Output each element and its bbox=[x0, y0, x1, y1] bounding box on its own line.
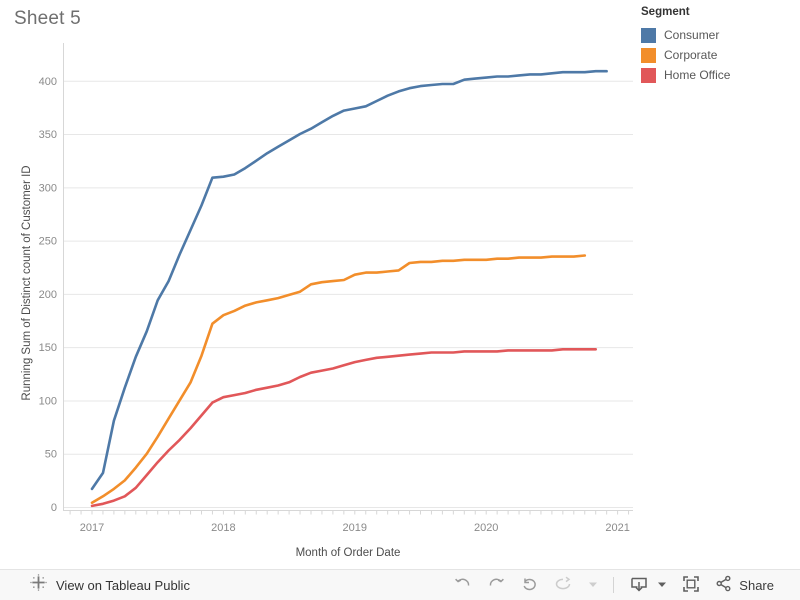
refresh-icon bbox=[553, 576, 573, 595]
y-tick-label: 150 bbox=[39, 342, 57, 354]
x-tick-label: 2019 bbox=[343, 522, 367, 534]
y-tick-label: 250 bbox=[39, 236, 57, 248]
fullscreen-icon bbox=[682, 575, 700, 596]
download-button[interactable] bbox=[629, 575, 649, 596]
view-on-tableau-public-label: View on Tableau Public bbox=[56, 577, 190, 593]
legend-item-corporate[interactable]: Corporate bbox=[641, 45, 791, 65]
y-tick-label: 400 bbox=[39, 76, 57, 88]
share-icon bbox=[715, 575, 732, 595]
sheet-title: Sheet 5 bbox=[14, 8, 81, 29]
refresh-dropdown-button[interactable] bbox=[588, 576, 598, 595]
redo-button[interactable] bbox=[487, 576, 505, 595]
share-button[interactable]: Share bbox=[715, 575, 774, 595]
chevron-down-icon bbox=[657, 576, 667, 595]
legend-item-consumer[interactable]: Consumer bbox=[641, 25, 791, 45]
x-tick-label: 2017 bbox=[80, 522, 104, 534]
legend-item-home-office[interactable]: Home Office bbox=[641, 65, 791, 85]
x-axis-title: Month of Order Date bbox=[296, 547, 401, 559]
undo-icon bbox=[454, 576, 472, 595]
corporate-swatch-icon bbox=[641, 47, 656, 63]
reset-button[interactable] bbox=[520, 576, 538, 595]
y-tick-label: 100 bbox=[39, 395, 57, 407]
consumer-swatch-icon bbox=[641, 27, 656, 43]
x-tick-label: 2020 bbox=[474, 522, 498, 534]
legend-item-label: Corporate bbox=[664, 48, 718, 62]
download-dropdown-button[interactable] bbox=[657, 576, 667, 595]
reset-icon bbox=[520, 576, 538, 595]
toolbar-divider bbox=[613, 577, 615, 593]
fullscreen-button[interactable] bbox=[682, 575, 700, 596]
download-icon bbox=[629, 575, 649, 596]
y-tick-label: 200 bbox=[39, 289, 57, 301]
tableau-logo-icon bbox=[30, 574, 47, 596]
x-tick-label: 2018 bbox=[211, 522, 235, 534]
share-button-label: Share bbox=[739, 577, 774, 593]
legend-item-label: Consumer bbox=[664, 28, 720, 42]
home-office-swatch-icon bbox=[641, 67, 656, 83]
y-tick-label: 350 bbox=[39, 129, 57, 141]
view-on-tableau-public-link[interactable]: View on Tableau Public bbox=[30, 574, 190, 596]
legend: Segment Consumer Corporate Home Office bbox=[641, 6, 791, 85]
tableau-toolbar: View on Tableau Public bbox=[0, 569, 800, 600]
undo-button[interactable] bbox=[454, 576, 472, 595]
refresh-button[interactable] bbox=[553, 576, 573, 595]
line-chart[interactable]: 0 50 100 150 200 250 300 350 400 2017 2018 2019 202… bbox=[0, 0, 800, 568]
legend-item-label: Home Office bbox=[664, 68, 731, 82]
y-tick-label: 50 bbox=[45, 449, 57, 461]
chevron-down-icon bbox=[588, 576, 598, 595]
x-tick-label: 2021 bbox=[605, 522, 629, 534]
legend-title: Segment bbox=[641, 6, 690, 18]
series-line-corporate[interactable] bbox=[90, 254, 587, 505]
y-tick-label: 0 bbox=[51, 502, 57, 514]
series-line-consumer[interactable] bbox=[90, 69, 608, 491]
y-axis-title: Running Sum of Distinct count of Custome… bbox=[21, 165, 33, 400]
y-tick-label: 300 bbox=[39, 182, 57, 194]
series-line-home-office[interactable] bbox=[90, 347, 598, 508]
redo-icon bbox=[487, 576, 505, 595]
